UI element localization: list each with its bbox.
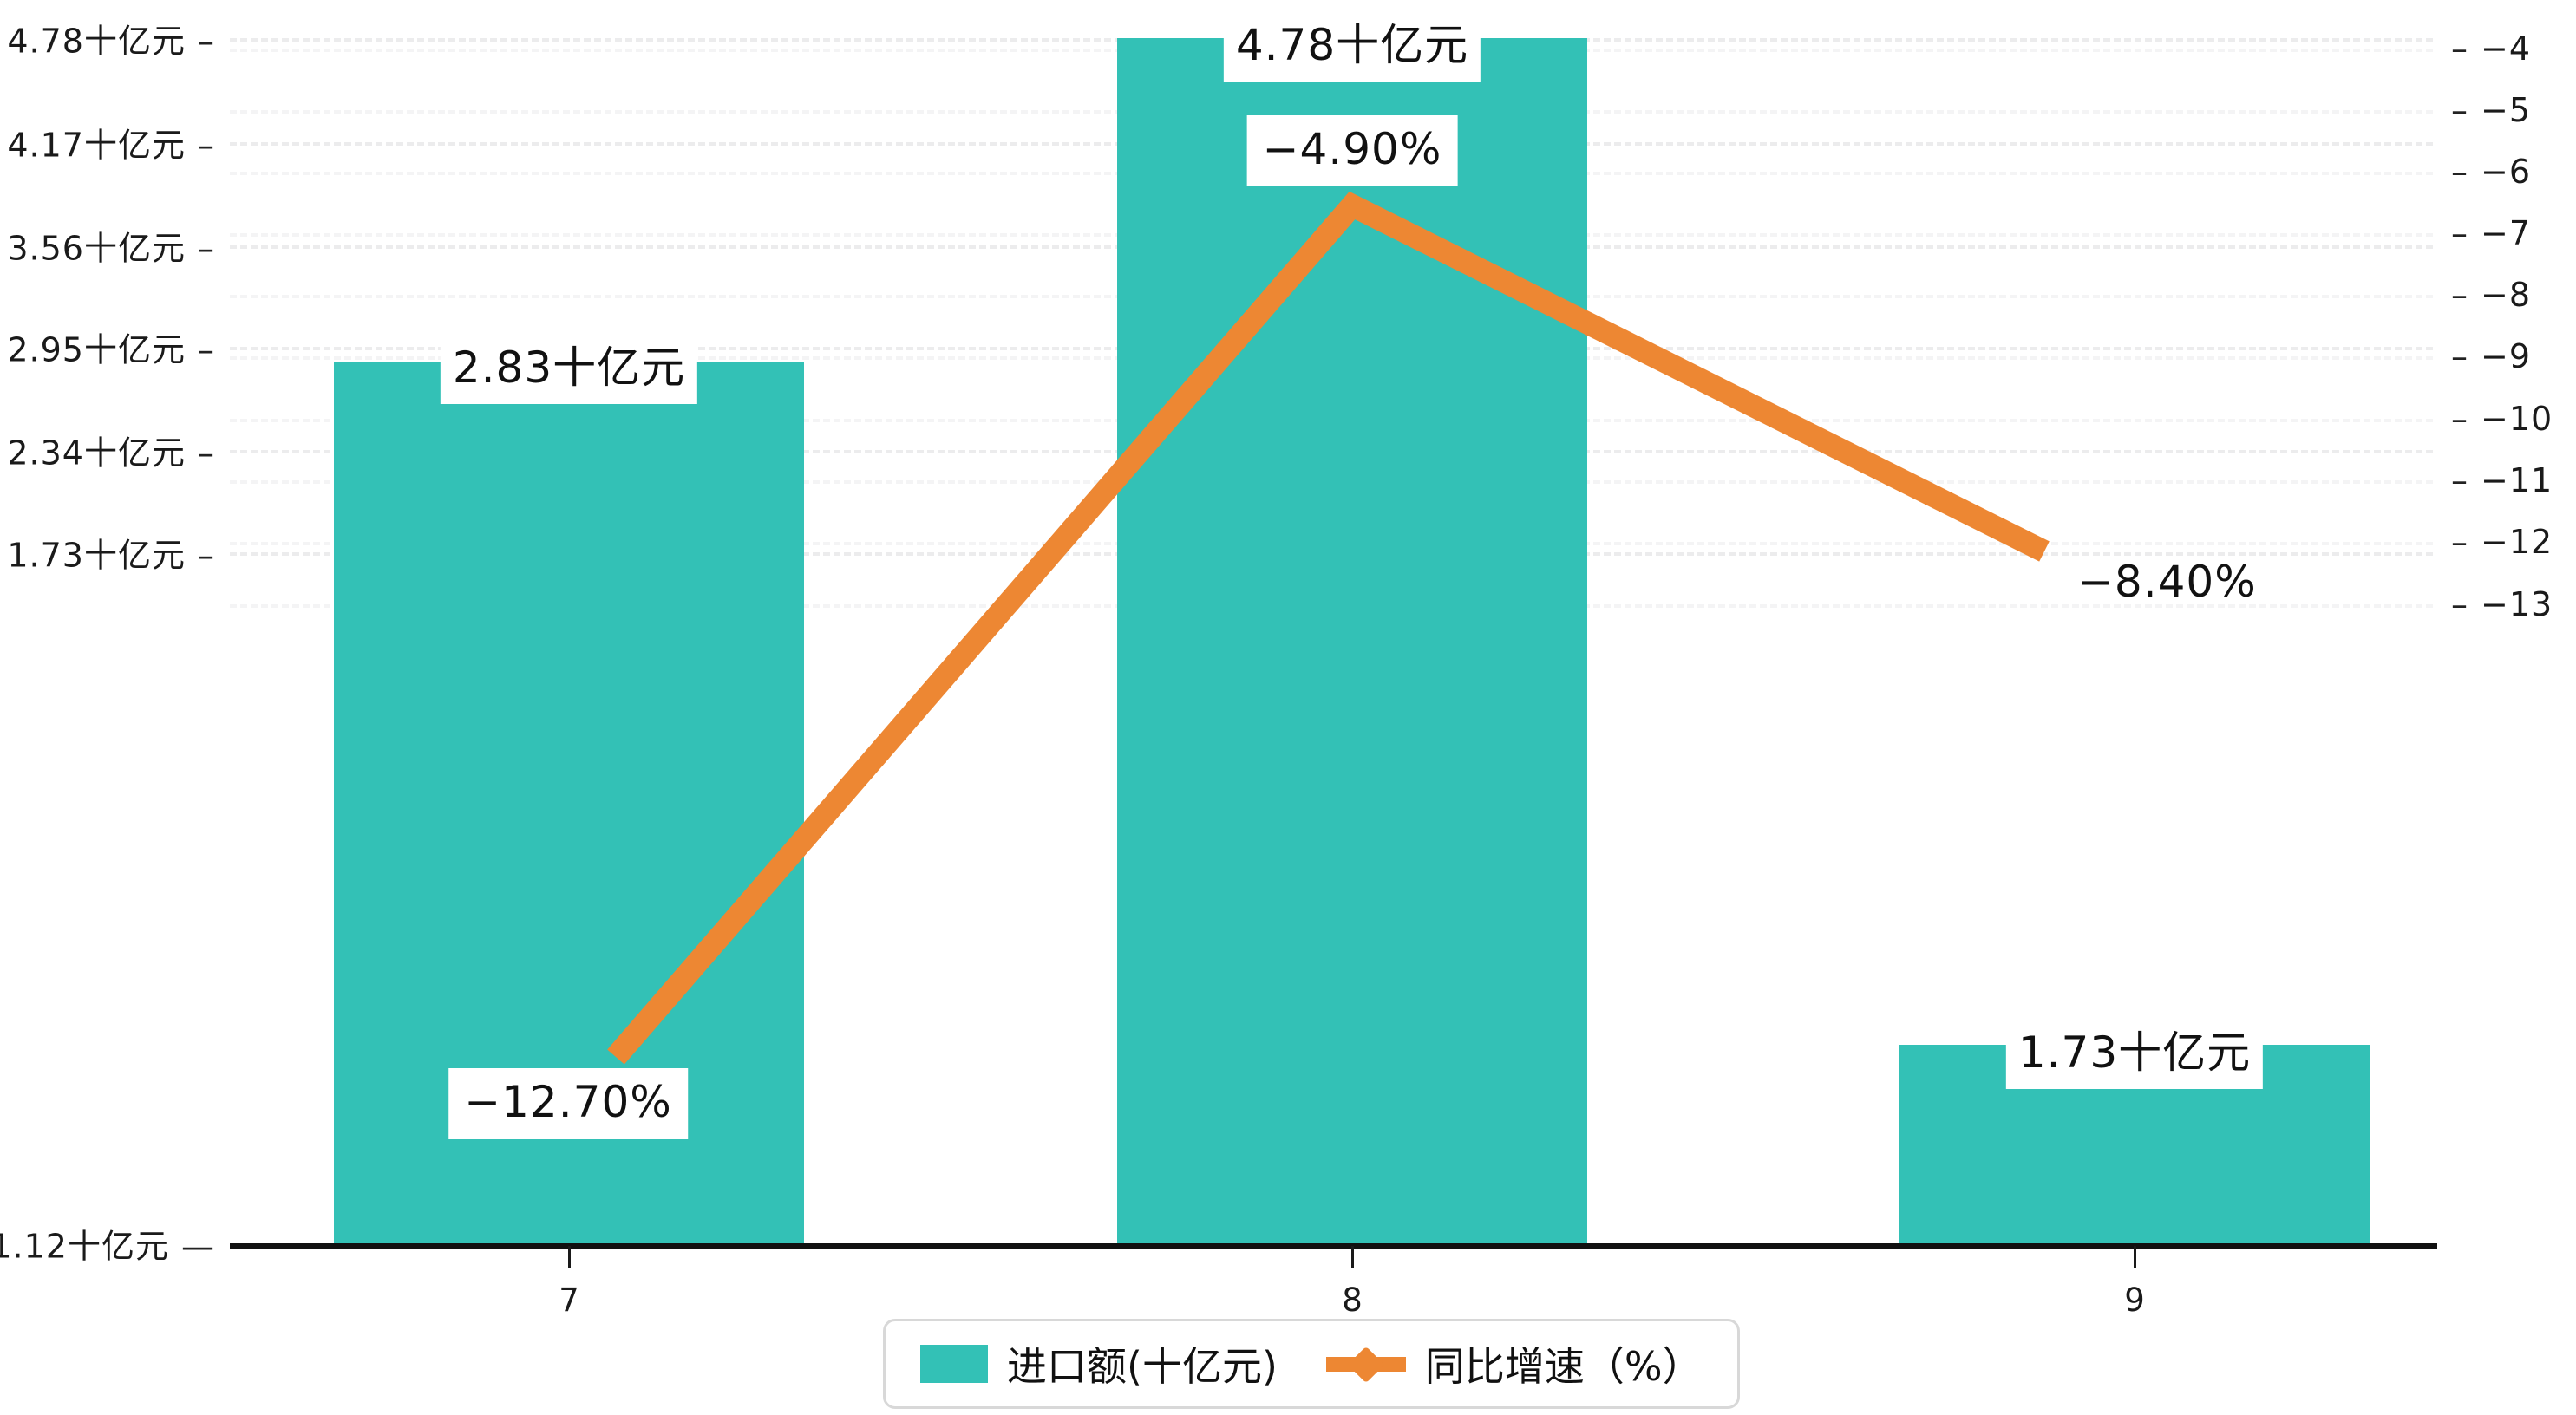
y-axis-left-tick-6: 1.12十亿元 —	[0, 1220, 215, 1268]
y-axis-right-tick-8: – −12	[2451, 523, 2553, 561]
legend-bar-swatch-icon	[920, 1345, 988, 1383]
y-axis-left-tick-label: 1.12十亿元	[0, 1227, 169, 1266]
chart-legend[interactable]: 进口额(十亿元) 同比增速（%）	[883, 1319, 1740, 1409]
bar-value-label-7: 2.83十亿元	[440, 328, 698, 404]
tick-dash-icon: –	[2451, 153, 2468, 191]
legend-line-swatch-icon	[1325, 1345, 1406, 1384]
x-axis-tick-mark-7	[568, 1246, 571, 1268]
y-axis-right-tick-2: – −6	[2451, 153, 2531, 191]
y-axis-right-tick-label: −10	[2481, 400, 2553, 438]
y-axis-right-tick-label: −11	[2481, 461, 2553, 499]
y-axis-right-tick-label: −8	[2481, 276, 2532, 314]
legend-label-growth-rate: 同比增速（%）	[1424, 1343, 1703, 1390]
tick-dash-icon: –	[198, 22, 215, 61]
tick-dash-icon: –	[2451, 461, 2468, 499]
line-value-label-8: −4.90%	[1246, 115, 1458, 186]
legend-item-growth-rate[interactable]: 同比增速（%）	[1325, 1335, 1703, 1392]
y-axis-left-tick-label: 3.56十亿元	[7, 229, 186, 268]
tick-dash-icon: –	[198, 330, 215, 369]
tick-dash-icon: –	[2451, 29, 2468, 68]
bar-value-label-8: 4.78十亿元	[1223, 5, 1481, 82]
y-axis-right-tick-label: −7	[2481, 214, 2532, 252]
tick-dash-icon: –	[198, 229, 215, 268]
y-axis-right-tick-label: −13	[2481, 585, 2553, 623]
line-value-label-9: −8.40%	[2077, 557, 2257, 607]
y-axis-left-tick-3: 2.95十亿元 –	[7, 323, 215, 371]
y-axis-left-tick-2: 3.56十亿元 –	[7, 222, 215, 270]
y-axis-left-tick-0: 4.78十亿元 –	[7, 15, 215, 62]
legend-item-import-amount[interactable]: 进口额(十亿元)	[920, 1335, 1278, 1392]
tick-dash-icon: –	[2451, 400, 2468, 438]
x-axis-label-7: 7	[559, 1281, 579, 1319]
legend-line-marker-icon	[1347, 1346, 1385, 1384]
tick-dash-icon: –	[2451, 214, 2468, 252]
x-axis-line	[230, 1243, 2437, 1249]
y-axis-right-tick-label: −6	[2481, 153, 2532, 191]
tick-dash-icon: –	[198, 126, 215, 165]
y-axis-right-tick-4: – −8	[2451, 276, 2531, 314]
tick-dash-icon: –	[198, 434, 215, 473]
y-axis-right-tick-label: −4	[2481, 29, 2532, 68]
y-axis-left-tick-label: 2.34十亿元	[7, 434, 186, 473]
line-value-label-7: −12.70%	[448, 1068, 688, 1139]
y-axis-left-tick-label: 2.95十亿元	[7, 330, 186, 369]
bar-value-label-9: 1.73十亿元	[2005, 1013, 2264, 1089]
y-axis-left-tick-label: 1.73十亿元	[7, 536, 186, 575]
y-axis-right-tick-1: – −5	[2451, 91, 2531, 129]
y-axis-right-tick-6: – −10	[2451, 400, 2553, 438]
x-axis-label-9: 9	[2124, 1281, 2145, 1319]
y-axis-left-tick-1: 4.17十亿元 –	[7, 119, 215, 166]
tick-dash-icon: –	[2451, 585, 2468, 623]
y-axis-right-tick-label: −9	[2481, 337, 2532, 375]
y-axis-right-tick-9: – −13	[2451, 585, 2553, 623]
tick-dash-icon: –	[2451, 91, 2468, 129]
legend-label-import-amount: 进口额(十亿元)	[1007, 1343, 1278, 1390]
tick-dash-icon: –	[2451, 523, 2468, 561]
y-axis-right-tick-3: – −7	[2451, 214, 2531, 252]
tick-dash-icon: —	[181, 1227, 215, 1266]
tick-dash-icon: –	[2451, 276, 2468, 314]
bar-8[interactable]	[1117, 38, 1587, 1246]
y-axis-right-tick-5: – −9	[2451, 337, 2531, 375]
tick-dash-icon: –	[2451, 337, 2468, 375]
tick-dash-icon: –	[198, 536, 215, 575]
x-axis-label-8: 8	[1342, 1281, 1363, 1319]
y-axis-right-tick-label: −12	[2481, 523, 2553, 561]
y-axis-right-tick-label: −5	[2481, 91, 2532, 129]
y-axis-left-tick-4: 2.34十亿元 –	[7, 427, 215, 474]
x-axis-tick-mark-9	[2134, 1246, 2136, 1268]
y-axis-left-tick-label: 4.17十亿元	[7, 126, 186, 165]
y-axis-left-tick-5: 1.73十亿元 –	[7, 529, 215, 577]
x-axis-tick-mark-8	[1351, 1246, 1354, 1268]
y-axis-left-tick-label: 4.78十亿元	[7, 22, 186, 61]
y-axis-right-tick-0: – −4	[2451, 29, 2531, 68]
y-axis-right-tick-7: – −11	[2451, 461, 2553, 499]
